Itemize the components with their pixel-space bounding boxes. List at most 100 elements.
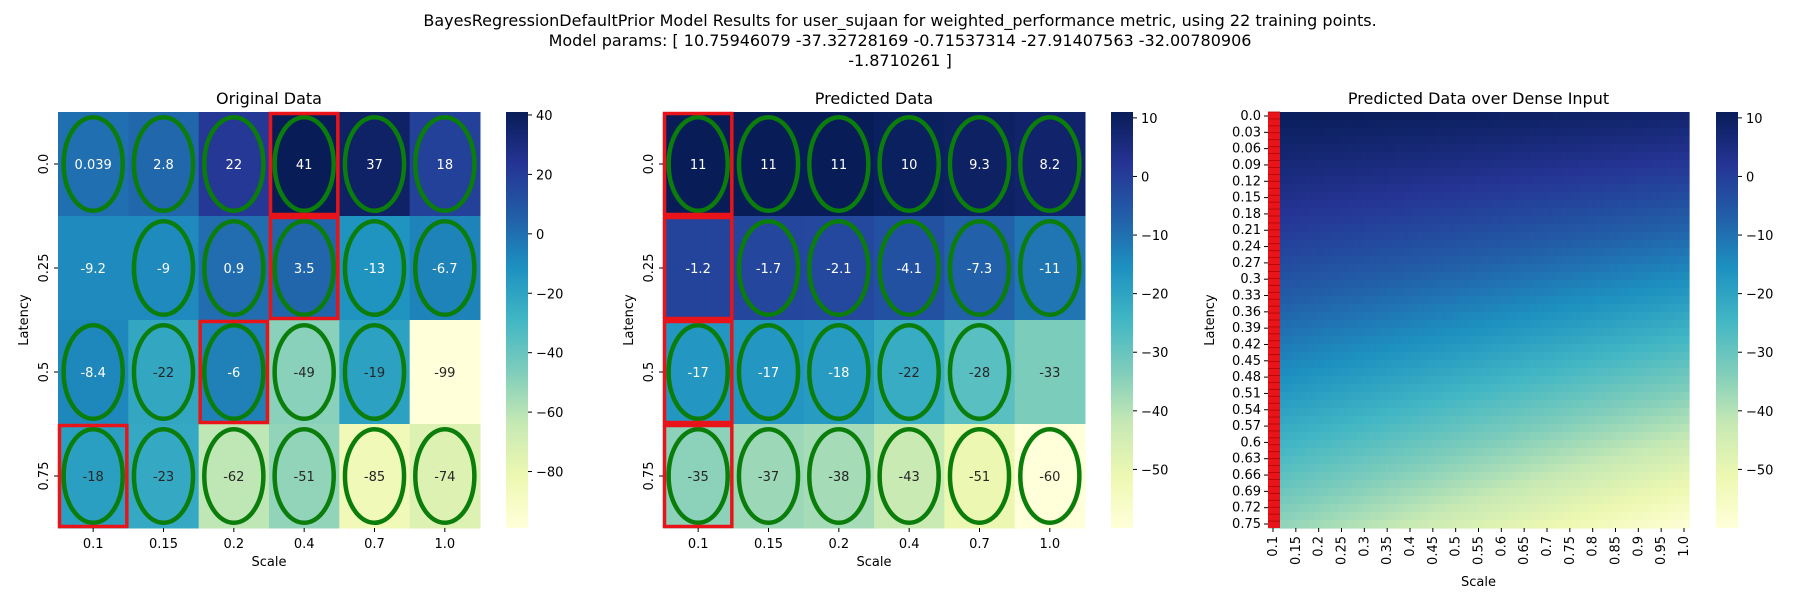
dense-cell <box>1614 176 1620 185</box>
dense-cell <box>1656 256 1662 265</box>
dense-cell <box>1422 400 1428 409</box>
dense-cell <box>1642 400 1648 409</box>
dense-cell <box>1333 488 1339 497</box>
dense-cell <box>1492 176 1498 185</box>
dense-cell <box>1398 432 1405 441</box>
dense-cell <box>1576 264 1583 273</box>
dense-cell <box>1370 312 1377 321</box>
x-tick-label: 0.25 <box>1335 536 1350 565</box>
dense-cell <box>1684 168 1690 177</box>
dense-cell <box>1515 384 1522 393</box>
dense-cell <box>1431 176 1437 185</box>
dense-cell <box>1548 520 1554 529</box>
dense-cell <box>1319 144 1325 153</box>
dense-cell <box>1422 232 1428 241</box>
dense-cell <box>1342 200 1349 209</box>
colorbar-tick-label: −50 <box>1141 463 1168 478</box>
dense-cell <box>1478 176 1484 185</box>
dense-cell <box>1403 464 1409 473</box>
dense-cell <box>1328 120 1335 129</box>
dense-cell <box>1305 504 1311 513</box>
dense-cell <box>1548 408 1554 417</box>
dense-cell <box>1319 504 1325 513</box>
dense-cell <box>1398 128 1405 137</box>
dense-cell <box>1352 304 1358 313</box>
dense-cell <box>1632 520 1639 529</box>
dense-cell <box>1548 344 1554 353</box>
dense-cell <box>1511 328 1517 337</box>
dense-cell <box>1384 240 1391 249</box>
dense-cell <box>1455 256 1461 265</box>
dense-cell <box>1623 216 1629 225</box>
dense-cell <box>1352 376 1358 385</box>
dense-cell <box>1651 312 1657 321</box>
dense-cell <box>1417 280 1423 289</box>
dense-cell <box>1310 392 1316 401</box>
dense-cell <box>1324 112 1330 121</box>
dense-cell <box>1286 304 1292 313</box>
dense-cell <box>1445 320 1452 329</box>
dense-cell <box>1436 184 1442 193</box>
dense-cell <box>1370 520 1377 529</box>
dense-cell <box>1590 208 1597 217</box>
dense-cell <box>1558 456 1564 465</box>
dense-cell <box>1319 520 1325 529</box>
dense-cell <box>1450 248 1456 257</box>
dense-cell <box>1356 152 1363 161</box>
dense-cell <box>1389 480 1395 489</box>
dense-cell <box>1473 400 1480 409</box>
dense-cell <box>1656 320 1662 329</box>
dense-cell <box>1511 128 1517 137</box>
dense-cell <box>1590 328 1597 337</box>
dense-cell <box>1422 456 1428 465</box>
dense-cell <box>1623 264 1629 273</box>
dense-cell <box>1361 216 1367 225</box>
dense-cell <box>1581 520 1587 529</box>
dense-cell <box>1347 512 1353 521</box>
dense-cell <box>1511 184 1517 193</box>
dense-cell <box>1558 136 1564 145</box>
dense-cell <box>1492 296 1498 305</box>
dense-cell <box>1413 192 1419 201</box>
dense-cell <box>1483 200 1489 209</box>
dense-cell <box>1515 136 1522 145</box>
dense-cell <box>1324 152 1330 161</box>
dense-cell <box>1665 344 1671 353</box>
dense-cell <box>1436 520 1442 529</box>
dense-cell <box>1464 216 1470 225</box>
dense-cell <box>1305 224 1311 233</box>
dense-cell <box>1370 352 1377 361</box>
dense-cell <box>1590 296 1597 305</box>
dense-cell <box>1445 360 1452 369</box>
dense-cell <box>1422 296 1428 305</box>
dense-cell <box>1506 456 1512 465</box>
dense-cell <box>1609 384 1615 393</box>
dense-cell <box>1529 376 1536 385</box>
dense-cell <box>1422 512 1428 521</box>
dense-cell <box>1417 512 1423 521</box>
dense-cell <box>1618 304 1625 313</box>
dense-cell <box>1469 208 1475 217</box>
dense-cell <box>1464 128 1470 137</box>
dense-cell <box>1604 488 1611 497</box>
dense-cell <box>1282 392 1288 401</box>
dense-cell <box>1674 424 1681 433</box>
dense-cell <box>1478 264 1484 273</box>
dense-cell <box>1684 328 1690 337</box>
dense-cell <box>1394 480 1400 489</box>
dense-cell <box>1384 144 1391 153</box>
dense-cell <box>1394 416 1400 425</box>
training-point-ellipse <box>272 114 336 214</box>
dense-cell <box>1501 376 1508 385</box>
dense-cell <box>1558 224 1564 233</box>
dense-cell <box>1403 208 1409 217</box>
dense-cell <box>1291 136 1297 145</box>
dense-cell <box>1525 408 1531 417</box>
dense-cell <box>1562 376 1568 385</box>
dense-cell <box>1651 128 1657 137</box>
dense-cell <box>1632 504 1639 513</box>
dense-cell <box>1628 448 1634 457</box>
dense-cell <box>1441 512 1447 521</box>
dense-cell <box>1679 328 1685 337</box>
dense-cell <box>1665 320 1671 329</box>
